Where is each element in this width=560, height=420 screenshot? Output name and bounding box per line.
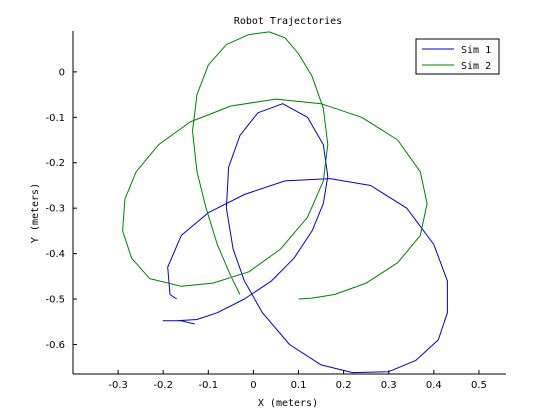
legend-label-2: Sim 2 [461, 61, 491, 72]
x-axis-title: X (meters) [258, 398, 318, 409]
y-tick-label: -0.6 [45, 340, 65, 351]
legend: Sim 1 Sim 2 [415, 38, 500, 75]
x-tick-label: 0.4 [426, 380, 442, 391]
y-tick-label: -0.4 [45, 249, 65, 260]
x-tick-label: -0.3 [108, 380, 128, 391]
legend-box [415, 38, 500, 75]
y-tick-label: -0.1 [45, 113, 65, 124]
x-tick-label: 0.1 [291, 380, 307, 391]
series-layer [122, 31, 448, 374]
y-tick-label: -0.5 [45, 295, 65, 306]
legend-label-1: Sim 1 [461, 45, 491, 56]
x-tick-label: 0.3 [381, 380, 397, 391]
axes-layer: -0.3 -0.2 -0.1 0 0.1 0.2 0.3 0.4 0.5 0 -0.1 -0.2 -0.… [45, 31, 506, 391]
x-tick-label: -0.2 [153, 380, 173, 391]
y-tick-label: -0.3 [45, 204, 65, 215]
x-tick-label: -0.1 [199, 380, 219, 391]
y-tick-label: 0 [59, 67, 65, 78]
y-axis-title: Y (meters) [30, 183, 41, 243]
chart-title: Robot Trajectories [234, 16, 342, 27]
x-tick-label: 0.2 [336, 380, 352, 391]
y-tick-label: -0.2 [45, 158, 65, 169]
x-tick-label: 0.5 [471, 380, 487, 391]
series-line-1 [162, 103, 448, 374]
x-tick-label: 0 [250, 380, 256, 391]
series-line-2 [122, 31, 428, 300]
